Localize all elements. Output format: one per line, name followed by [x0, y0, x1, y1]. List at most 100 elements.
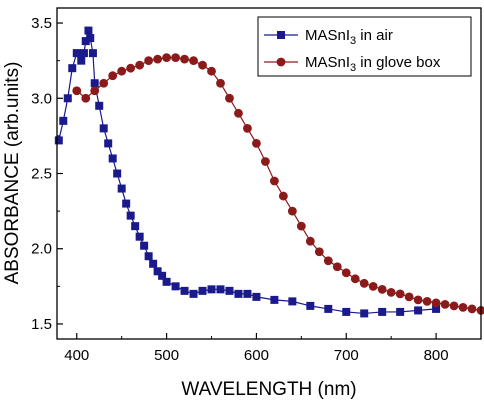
data-point [458, 303, 468, 312]
data-point [81, 37, 90, 46]
y-axis-label: ABSORBANCE (arb.units) [2, 62, 23, 285]
series-1 [72, 53, 484, 315]
data-point [117, 66, 127, 76]
data-point [63, 94, 72, 103]
data-point [68, 64, 77, 73]
data-point [288, 297, 297, 306]
data-point [198, 60, 207, 70]
legend-marker [276, 57, 286, 67]
legend: MASnI3 in air MASnI3 in glove box [257, 16, 472, 77]
data-point [113, 169, 122, 178]
data-point [140, 241, 149, 250]
data-point [449, 301, 459, 311]
data-point [99, 124, 108, 133]
x-tick-label: 800 [424, 347, 449, 364]
data-point [88, 49, 97, 58]
data-point [162, 277, 171, 286]
data-point [189, 56, 198, 66]
data-point [269, 176, 279, 186]
data-point [422, 296, 432, 306]
data-point [135, 232, 144, 241]
x-tick-label: 600 [244, 347, 269, 364]
y-tick-label: 3.5 [31, 15, 52, 32]
data-point [287, 206, 297, 216]
data-point [414, 306, 423, 315]
data-point [368, 281, 378, 291]
data-point [95, 101, 104, 110]
data-point [126, 211, 135, 220]
data-point [243, 289, 252, 298]
x-tick-label: 700 [334, 347, 359, 364]
data-point [90, 79, 99, 88]
data-point [149, 259, 158, 268]
data-point [342, 307, 351, 316]
data-point [296, 221, 306, 231]
data-point [189, 289, 198, 298]
data-point [81, 93, 91, 103]
data-point [234, 108, 243, 118]
data-point [59, 116, 68, 125]
legend-label: MASnI3 in air [305, 27, 393, 47]
data-point [341, 268, 351, 278]
data-point [440, 299, 450, 309]
data-point [323, 256, 333, 266]
data-point [432, 304, 441, 313]
data-point [180, 54, 189, 64]
data-point [252, 292, 261, 301]
data-point [108, 71, 118, 81]
data-point [90, 86, 100, 96]
data-point [278, 191, 288, 201]
data-point [332, 262, 342, 272]
data-point [207, 285, 216, 294]
data-point [306, 301, 315, 310]
data-point [261, 157, 270, 166]
legend-box [257, 16, 472, 77]
data-point [413, 295, 423, 305]
data-point [99, 78, 109, 88]
y-tick-label: 2.5 [31, 166, 52, 183]
data-point [171, 282, 180, 291]
data-point [216, 285, 225, 294]
data-point [79, 49, 88, 58]
series-line [76, 57, 482, 312]
ticks-layer: 400 500 600 700 800 1.5 2.0 2.5 3.0 3.5 [31, 15, 482, 364]
data-point [467, 304, 477, 314]
data-point [234, 289, 243, 298]
data-point [108, 154, 117, 163]
data-point [198, 286, 207, 295]
data-point [386, 287, 396, 297]
legend-label: MASnI3 in glove box [305, 54, 441, 74]
data-point [77, 56, 86, 65]
data-point [225, 93, 234, 103]
data-point [270, 295, 279, 304]
data-point [162, 53, 171, 63]
data-point [86, 34, 95, 43]
data-point [84, 26, 93, 35]
data-point [305, 236, 315, 246]
data-point [216, 78, 225, 88]
data-point [314, 247, 324, 257]
data-point [126, 63, 136, 73]
data-point [395, 289, 405, 299]
data-point [404, 292, 414, 302]
x-tick-label: 400 [64, 347, 89, 364]
data-point [104, 139, 113, 148]
data-point [431, 298, 441, 308]
data-point [324, 304, 333, 313]
data-point [476, 306, 484, 315]
y-tick-label: 2.0 [31, 241, 52, 258]
data-point [54, 136, 63, 145]
data-point [396, 307, 405, 316]
data-point [144, 252, 153, 261]
data-point [350, 274, 360, 284]
data-point [243, 123, 252, 133]
data-point [225, 286, 234, 295]
data-point [360, 309, 369, 318]
data-point [72, 86, 82, 96]
data-point [153, 54, 163, 64]
data-point [359, 278, 369, 288]
data-point [153, 267, 162, 276]
data-point [378, 307, 387, 316]
data-point [158, 271, 167, 280]
